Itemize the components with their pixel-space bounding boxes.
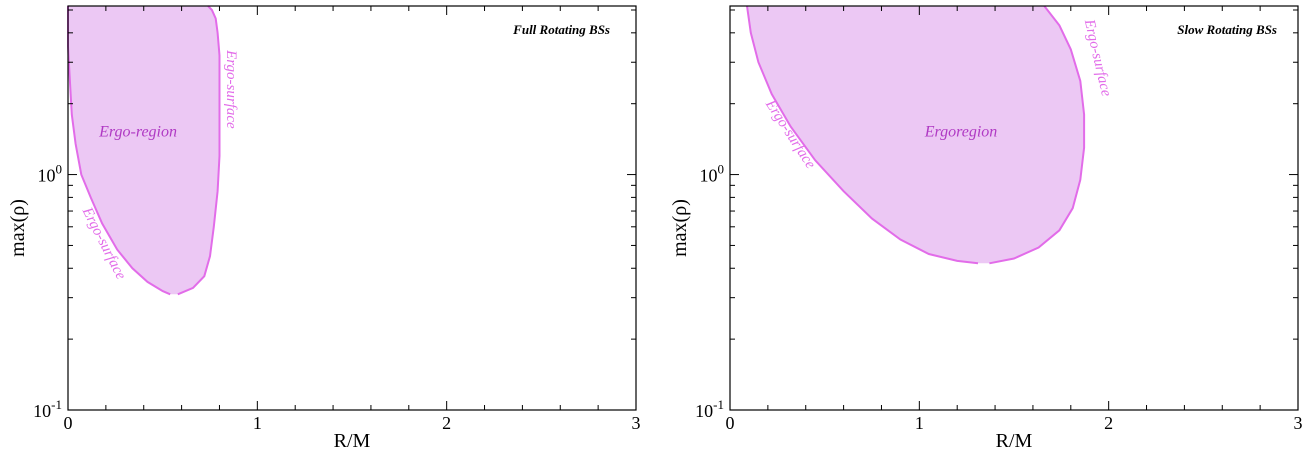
x-tick-label: 1 [253,413,262,433]
ergo-surface-outer-curve [67,6,171,296]
y-axis-label: max(ρ) [7,199,29,257]
x-tick-label: 3 [632,413,641,433]
x-tick-label: 2 [1104,413,1113,433]
x-tick-label: 0 [64,413,73,433]
x-tick-label: 0 [726,413,735,433]
x-tick-label: 3 [1294,413,1303,433]
y-tick-labels: 10-1 100 [33,162,62,421]
panel-full-rotating: 0 1 2 3 10-1 100 R/M max(ρ) Full Rotating BS… [7,5,641,450]
x-tick-label: 2 [442,413,451,433]
ergo-region-fill [68,6,220,295]
plot-frame [729,5,1299,411]
ergo-surface-inner-curve [989,5,1086,265]
y-tick-label: 10-1 [33,397,62,421]
panel-title: Slow Rotating BSs [1177,22,1277,37]
tick-marks [729,6,1299,411]
y-axis-label: max(ρ) [669,199,691,257]
y-tick-label: 100 [38,162,63,186]
region-label: Ergoregion [924,124,998,141]
region-label: Ergo-region [98,124,177,141]
surface-label-inner: Ergo-surface [223,49,239,129]
surface-label-inner: Ergo-surface [1081,17,1115,98]
plot-frame [67,5,637,411]
x-axis-label: R/M [334,430,371,450]
ergo-region-fill [747,6,1085,264]
x-tick-labels: 0 1 2 3 [726,413,1303,433]
panel-title: Full Rotating BSs [512,22,610,37]
panel-slow-rotating: 0 1 2 3 10-1 100 R/M max(ρ) Slow Rotating BS… [669,5,1303,450]
x-tick-labels: 0 1 2 3 [64,413,641,433]
x-tick-label: 1 [915,413,924,433]
x-axis-label: R/M [996,430,1033,450]
y-tick-label: 10-1 [695,397,724,421]
ergo-surface-inner-curve [177,5,221,296]
y-tick-label: 100 [700,162,725,186]
ergo-surface-outer-curve [746,5,979,265]
y-tick-labels: 10-1 100 [695,162,724,421]
tick-marks [67,6,637,411]
